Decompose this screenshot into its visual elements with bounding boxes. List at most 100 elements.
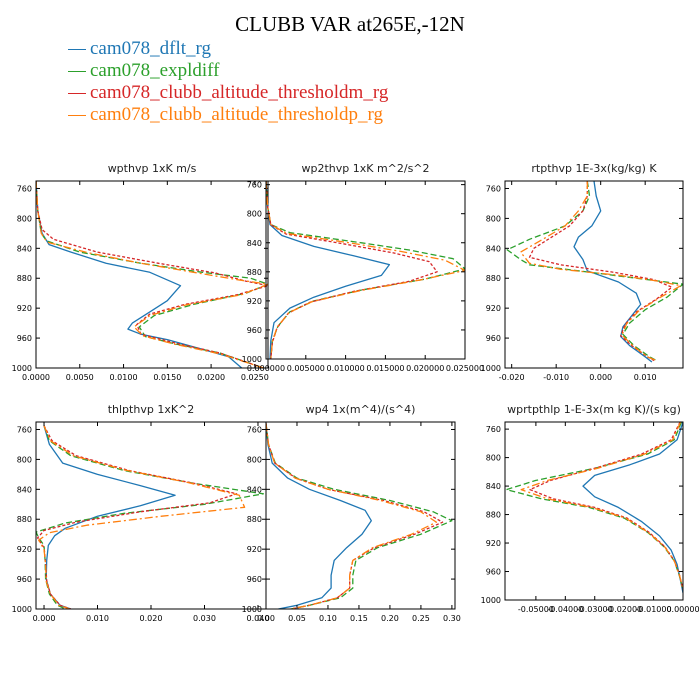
y-tick-label: 960 <box>247 575 262 584</box>
x-tick-label: 0.000000 <box>247 364 285 373</box>
y-tick-label: 920 <box>247 297 262 306</box>
legend-entry: cam078_dflt_rg <box>68 38 388 60</box>
series-group <box>505 422 683 594</box>
x-tick-label: 0.05 <box>288 614 306 623</box>
y-tick-label: 960 <box>17 334 32 343</box>
series-line <box>266 181 438 359</box>
series-line <box>266 181 465 359</box>
y-tick-label: 1000 <box>481 596 501 605</box>
series-group <box>36 181 268 368</box>
y-tick-label: 800 <box>17 214 32 223</box>
legend-label: cam078_expldiff <box>90 60 220 81</box>
y-tick-label: 840 <box>486 482 501 491</box>
x-tick-label: 0.0050 <box>66 373 94 382</box>
series-line <box>528 181 673 362</box>
series-line <box>266 423 453 609</box>
x-tick-label: 0.0200 <box>197 373 225 382</box>
x-tick-label: 0.10 <box>319 614 337 623</box>
y-tick-label: 1000 <box>481 364 501 373</box>
series-line <box>520 422 683 590</box>
plot-frame <box>265 421 456 610</box>
panel-title: wprtpthlp 1-E-3x(m kg K)/(s kg) <box>507 403 681 416</box>
series-line <box>506 181 683 362</box>
y-tick-label: 1000 <box>12 605 32 614</box>
series-line <box>266 181 465 359</box>
y-tick-label: 880 <box>17 515 32 524</box>
legend: cam078_dflt_rg cam078_expldiff cam078_cl… <box>68 38 388 126</box>
x-tick-label: 0.040 <box>247 614 270 623</box>
plot-frame <box>35 421 267 610</box>
series-group <box>266 423 453 609</box>
x-tick-label: 0.010000 <box>327 364 365 373</box>
panel-title: wp4 1x(m^4)/(s^4) <box>306 403 416 416</box>
y-tick-label: 960 <box>17 575 32 584</box>
legend-swatch <box>68 115 86 117</box>
y-tick-label: 1000 <box>12 364 32 373</box>
y-tick-label: 840 <box>247 485 262 494</box>
x-tick-label: 0.020 <box>140 614 163 623</box>
x-tick-label: 0.000 <box>33 614 56 623</box>
x-tick-label: 0.000 <box>589 373 612 382</box>
y-tick-label: 840 <box>17 485 32 494</box>
plot-frame <box>265 180 466 360</box>
y-tick-label: 760 <box>247 181 262 190</box>
x-tick-label: 0.020000 <box>406 364 444 373</box>
x-tick-label: -0.05000 <box>518 605 554 614</box>
y-tick-label: 840 <box>17 244 32 253</box>
series-line <box>266 181 391 359</box>
y-tick-label: 880 <box>17 274 32 283</box>
y-tick-label: 760 <box>17 184 32 193</box>
panel-3: rtpthvp 1E-3x(kg/kg) K 760 800 840 880 920 960… <box>481 162 684 382</box>
x-tick-label: -0.03000 <box>577 605 613 614</box>
x-tick-label: 0.00 <box>257 614 275 623</box>
y-tick-label: 840 <box>486 244 501 253</box>
legend-label: cam078_clubb_altitude_thresholdm_rg <box>90 82 389 103</box>
series-line <box>36 181 268 368</box>
series-line <box>36 181 268 368</box>
x-tick-label: 0.0100 <box>110 373 138 382</box>
y-tick-label: 960 <box>486 334 501 343</box>
y-tick-label: 880 <box>486 511 501 520</box>
series-line <box>529 422 683 590</box>
panel-1: wpthvp 1xK m/s76080084088092096010000.00… <box>12 162 269 382</box>
y-tick-label: 800 <box>17 455 32 464</box>
y-tick-label: 880 <box>247 268 262 277</box>
x-tick-label: 0.30 <box>443 614 461 623</box>
series-line <box>519 181 682 362</box>
series-line <box>36 181 268 368</box>
y-tick-label: 880 <box>486 274 501 283</box>
y-tick-label: 920 <box>17 304 32 313</box>
series-line <box>505 422 683 590</box>
y-tick-label: 920 <box>247 545 262 554</box>
y-tick-label: 800 <box>247 210 262 219</box>
plot-frame <box>35 180 269 369</box>
series-line <box>266 423 438 609</box>
panel-4: thlpthvp 1xK^276080084088092096010000.00… <box>12 403 270 623</box>
legend-swatch <box>68 71 86 73</box>
y-tick-label: 760 <box>486 184 501 193</box>
panel-2: wp2thvp 1xK m^2/s^2 760 800 840 880 920 960 100… <box>242 162 484 373</box>
x-tick-label: 0.0150 <box>153 373 181 382</box>
y-tick-label: 880 <box>247 515 262 524</box>
y-tick-label: 920 <box>486 539 501 548</box>
x-tick-label: 0.00000 <box>666 605 699 614</box>
series-group <box>506 181 683 363</box>
x-tick-label: 0.025000 <box>446 364 484 373</box>
series-group <box>266 181 465 359</box>
y-tick-label: 800 <box>486 214 501 223</box>
y-tick-label: 960 <box>247 326 262 335</box>
legend-entry: cam078_clubb_altitude_thresholdm_rg <box>68 82 388 104</box>
legend-swatch <box>68 93 86 95</box>
x-tick-label: 0.20 <box>381 614 399 623</box>
panel-5: wp4 1x(m^4)/(s^4)76080084088092096010000… <box>242 403 461 623</box>
plot-frame <box>504 421 684 601</box>
x-tick-label: 0.010 <box>634 373 657 382</box>
x-tick-label: 0.015000 <box>366 364 404 373</box>
legend-entry: cam078_clubb_altitude_thresholdp_rg <box>68 104 388 126</box>
legend-label: cam078_clubb_altitude_thresholdp_rg <box>90 104 384 125</box>
x-tick-label: -0.020 <box>499 373 525 382</box>
x-tick-label: 0.005000 <box>287 364 325 373</box>
x-tick-label: -0.010 <box>543 373 569 382</box>
x-tick-label: 0.030 <box>193 614 216 623</box>
y-tick-label: 920 <box>486 304 501 313</box>
